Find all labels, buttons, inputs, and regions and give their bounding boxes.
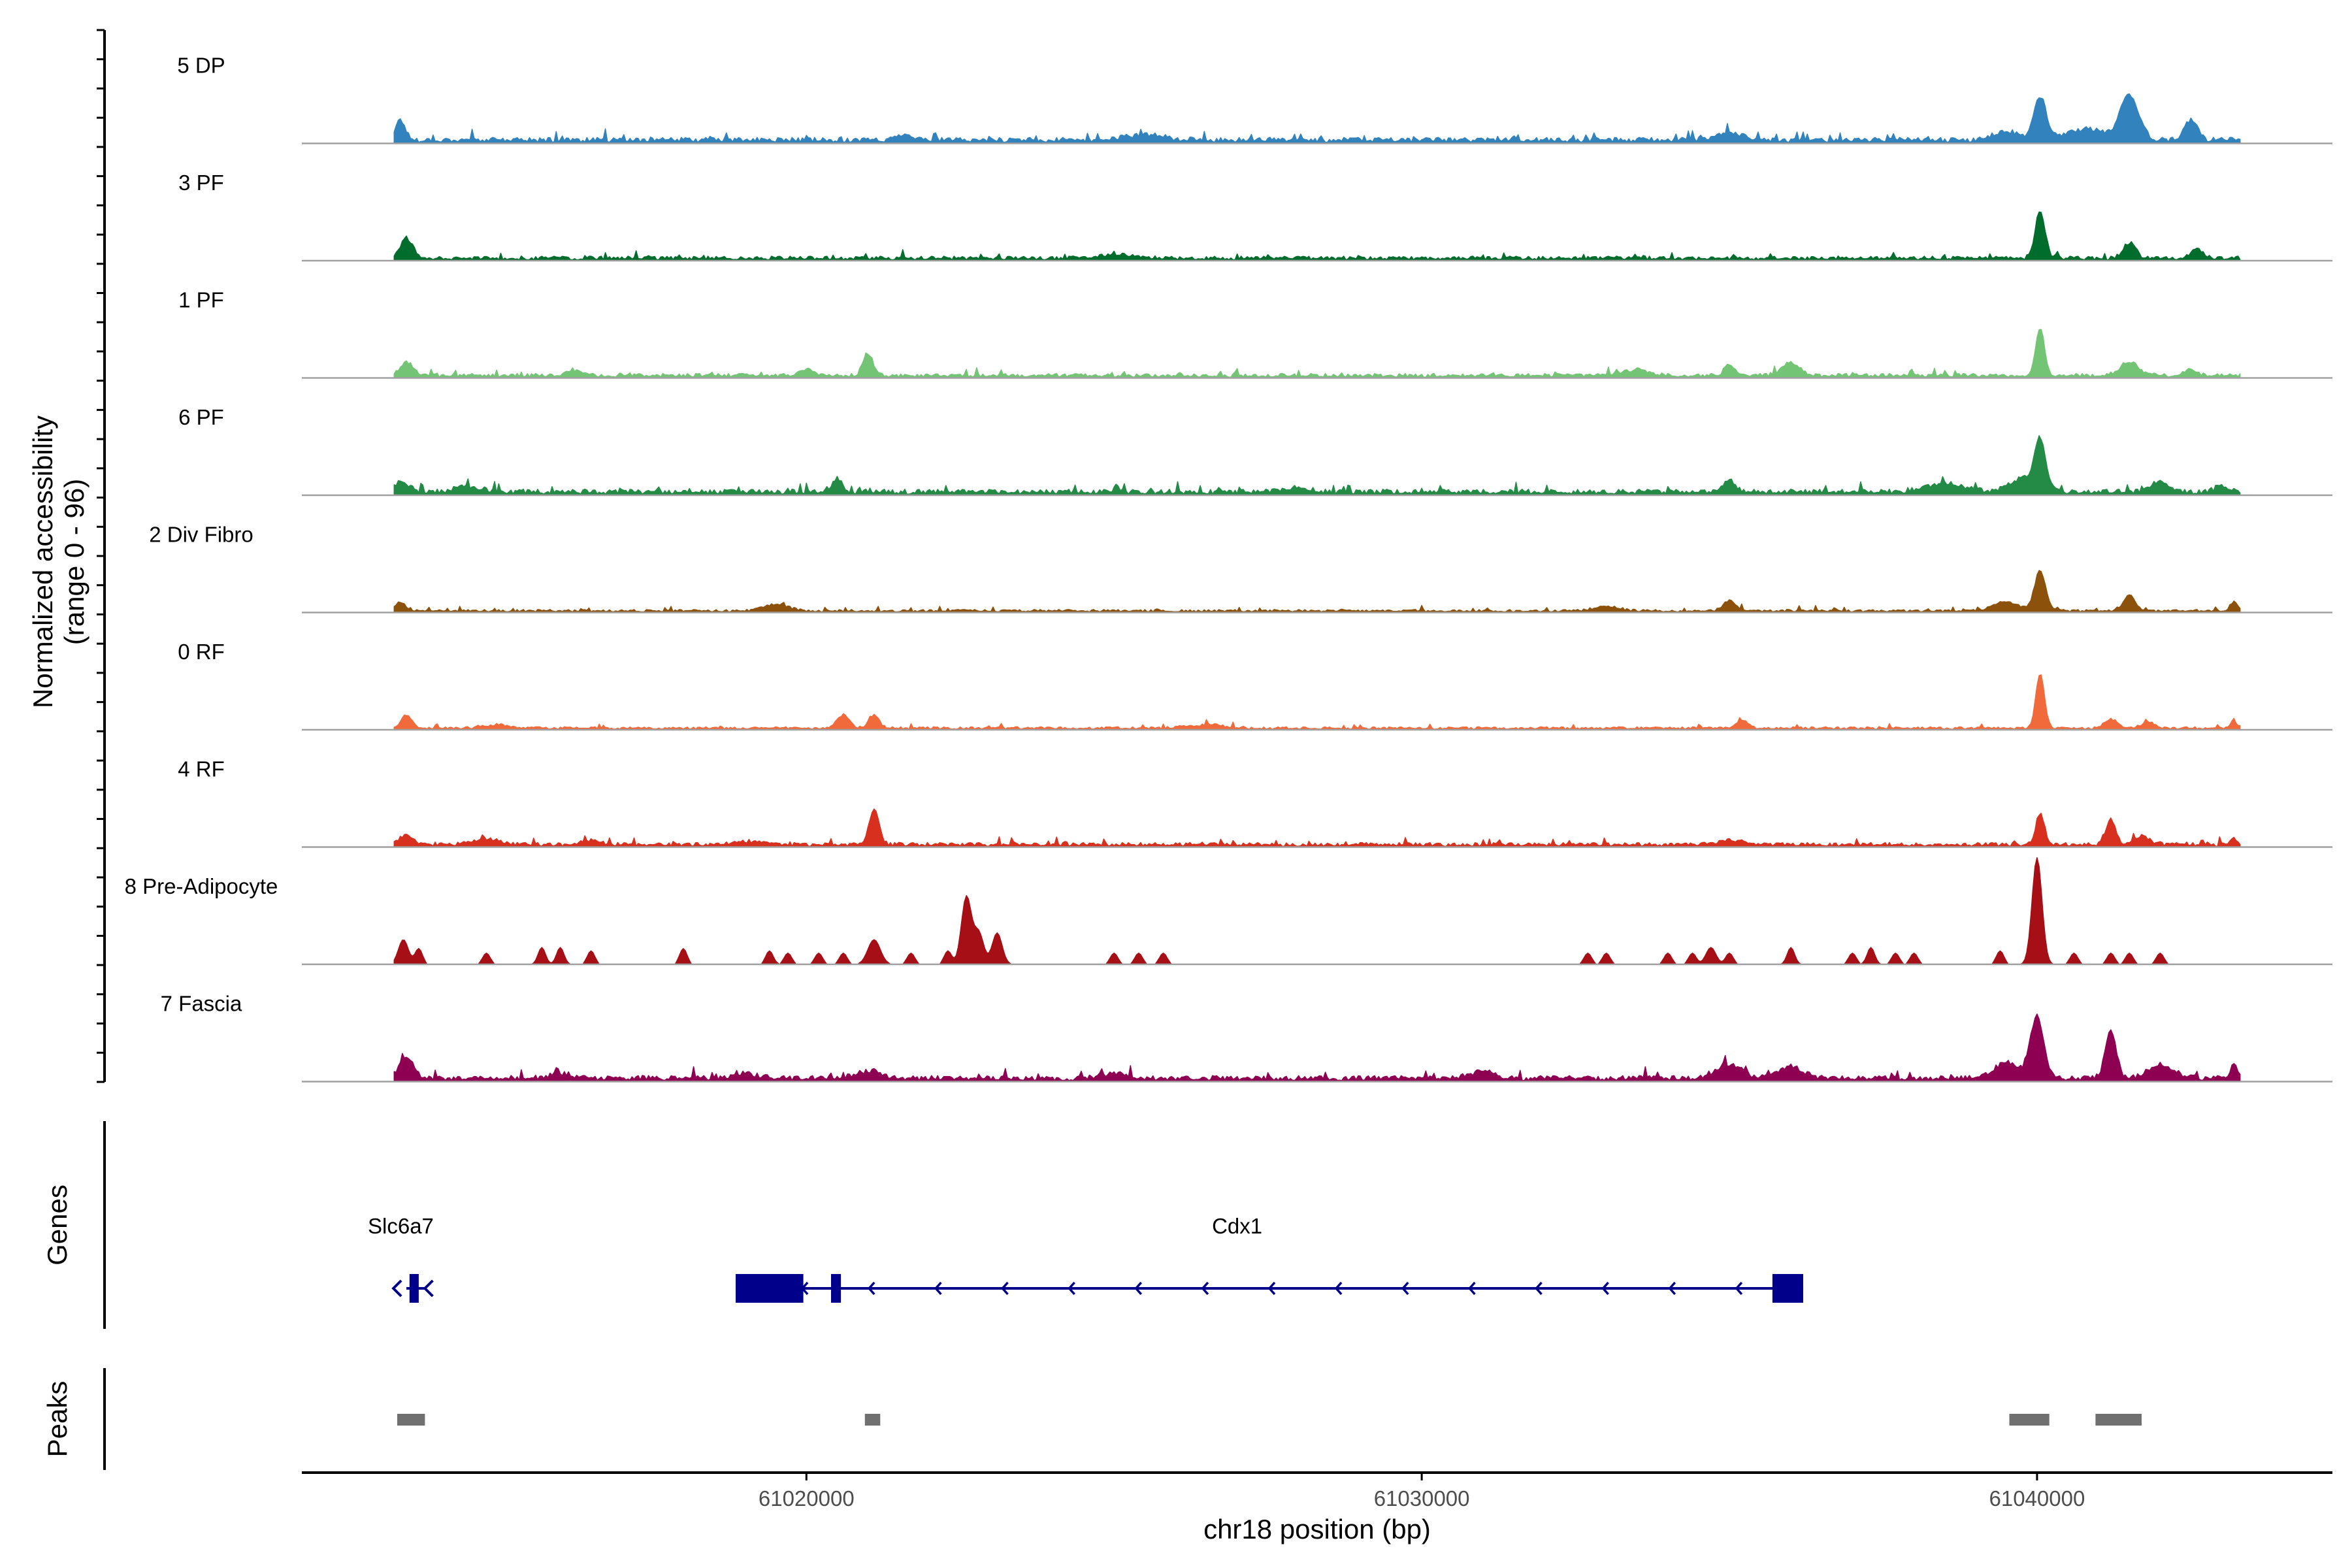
y-axis-title-line1: Normalized accessibility <box>27 416 58 708</box>
track-signal-area <box>393 674 2241 730</box>
peak-region <box>397 1414 425 1426</box>
y-axis-title-line2: (range 0 - 96) <box>59 479 90 645</box>
peaks-panel-title: Peaks <box>42 1381 73 1458</box>
track-8-pre-adipocyte: 8 Pre-Adipocyte <box>125 857 2332 966</box>
gene-exon <box>1772 1274 1803 1303</box>
peak-region <box>2095 1414 2142 1426</box>
track-5-dp: 5 DP <box>177 54 2332 144</box>
track-3-pf: 3 PF <box>178 171 2332 262</box>
track-signal-area <box>393 93 2241 144</box>
strand-arrow <box>1468 1281 1476 1296</box>
track-7-fascia: 7 Fascia <box>161 992 2332 1083</box>
track-4-rf: 4 RF <box>178 757 2332 848</box>
strand-arrow <box>1334 1281 1343 1296</box>
gene-exon <box>409 1274 419 1303</box>
track-label: 4 RF <box>178 757 225 781</box>
track-signal-area <box>393 857 2241 965</box>
strand-arrow <box>423 1279 434 1298</box>
track-label: 7 Fascia <box>161 992 242 1016</box>
track-signal-area <box>393 570 2241 613</box>
peak-region <box>864 1414 881 1426</box>
x-tick-label: 61030000 <box>1374 1486 1470 1511</box>
track-signal-area <box>393 435 2241 496</box>
accessibility-tracks: 5 DP 3 PF 1 PF 6 PF 2 Div Fibro 0 RF 4 RF 8 Pre… <box>125 54 2332 1083</box>
strand-arrow <box>1535 1281 1543 1296</box>
gene-exon <box>736 1274 804 1303</box>
track-signal-area <box>393 329 2241 379</box>
strand-arrow <box>1668 1281 1676 1296</box>
gene-annotations: Slc6a7 Cdx1 <box>368 1214 1804 1303</box>
track-signal-area <box>393 1013 2241 1083</box>
peak-region <box>2009 1414 2050 1426</box>
gene-cdx1: Cdx1 <box>735 1214 1804 1303</box>
track-label: 5 DP <box>177 54 225 78</box>
y-axis <box>97 29 106 1083</box>
strand-arrow <box>1068 1281 1075 1296</box>
x-axis-title: chr18 position (bp) <box>1203 1514 1431 1544</box>
x-axis: 61020000 61030000 61040000 <box>759 1473 2085 1511</box>
strand-arrow <box>391 1279 402 1298</box>
strand-arrow <box>1201 1281 1209 1296</box>
genes-panel-title: Genes <box>42 1184 73 1266</box>
track-label: 1 PF <box>178 288 224 312</box>
gene-label: Cdx1 <box>1212 1214 1262 1238</box>
track-0-rf: 0 RF <box>178 640 2332 731</box>
strand-arrow <box>1401 1281 1409 1296</box>
track-label: 6 PF <box>178 405 224 429</box>
strand-arrow <box>1267 1281 1276 1296</box>
track-1-pf: 1 PF <box>178 288 2332 379</box>
strand-arrow <box>1001 1281 1009 1296</box>
x-tick-label: 61020000 <box>759 1486 855 1511</box>
peak-regions <box>397 1414 2142 1426</box>
strand-arrow <box>1601 1281 1609 1296</box>
track-signal-area <box>393 211 2241 261</box>
gene-label: Slc6a7 <box>368 1214 434 1238</box>
x-tick-label: 61040000 <box>1989 1486 2085 1511</box>
strand-arrow <box>1134 1281 1143 1296</box>
strand-arrow <box>1735 1281 1743 1296</box>
track-2-div-fibro: 2 Div Fibro <box>149 523 2332 613</box>
track-signal-area <box>393 808 2241 848</box>
track-label: 0 RF <box>178 640 225 664</box>
track-label: 2 Div Fibro <box>149 523 253 547</box>
strand-arrow <box>934 1281 942 1296</box>
strand-arrow <box>867 1281 875 1296</box>
gene-slc6a7: Slc6a7 <box>368 1214 434 1303</box>
track-label: 8 Pre-Adipocyte <box>125 874 278 898</box>
track-label: 3 PF <box>178 171 224 195</box>
gene-exon <box>831 1274 841 1303</box>
track-6-pf: 6 PF <box>178 405 2332 497</box>
